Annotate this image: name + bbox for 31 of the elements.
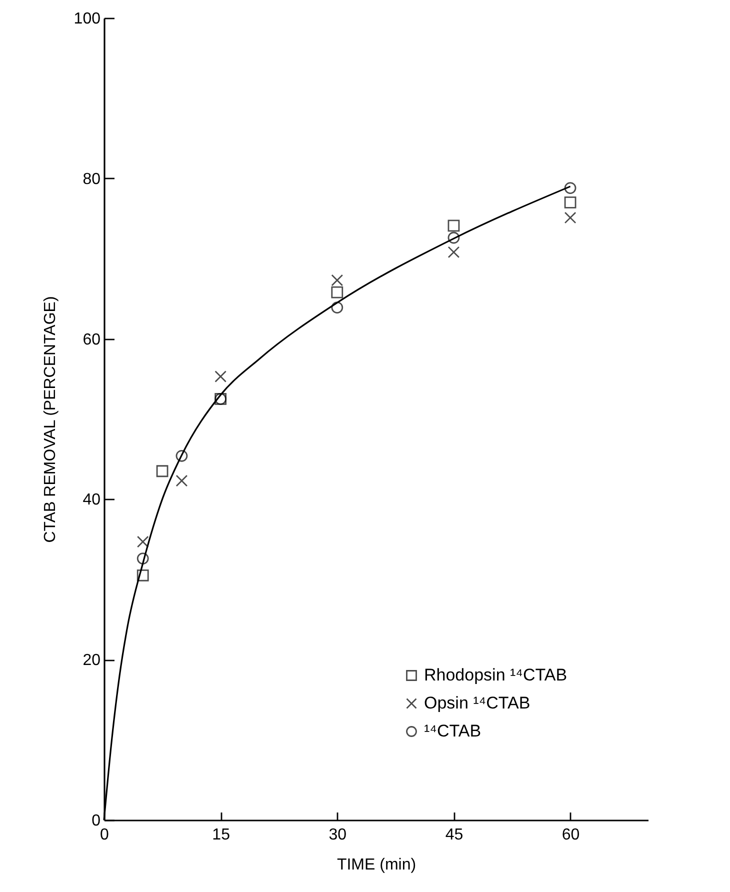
point bbox=[136, 552, 149, 564]
point bbox=[564, 196, 576, 208]
x-tick-label: 30 bbox=[328, 826, 347, 844]
point bbox=[331, 302, 344, 314]
x-tick-label: 15 bbox=[212, 826, 230, 844]
y-tick-label: 0 bbox=[92, 812, 101, 830]
point bbox=[331, 286, 344, 298]
point bbox=[448, 232, 460, 244]
y-axis-title: CTAB REMOVAL (PERCENTAGE) bbox=[42, 296, 59, 543]
x-tick-label: 45 bbox=[445, 826, 464, 844]
legend-label: Opsin ¹⁴CTAB bbox=[424, 694, 530, 712]
point bbox=[448, 246, 460, 258]
y-tick-label: 40 bbox=[82, 492, 101, 509]
x-axis-title: TIME (min) bbox=[336, 856, 416, 874]
y-tick-label: 80 bbox=[82, 170, 101, 188]
point bbox=[176, 474, 188, 487]
y-tick-label: 20 bbox=[82, 652, 101, 670]
point bbox=[156, 465, 168, 478]
y-tick-label: 60 bbox=[82, 331, 101, 348]
point bbox=[564, 212, 576, 224]
point bbox=[448, 220, 460, 232]
y-tick-label: 100 bbox=[74, 10, 101, 28]
point bbox=[214, 370, 227, 382]
x-tick-label: 60 bbox=[562, 826, 580, 844]
point bbox=[136, 569, 149, 582]
point bbox=[176, 450, 188, 462]
point bbox=[564, 182, 576, 194]
point bbox=[331, 274, 344, 286]
point bbox=[136, 536, 149, 548]
legend-label: Rhodopsin ¹⁴CTAB bbox=[424, 666, 568, 684]
legend-label: ¹⁴CTAB bbox=[424, 722, 482, 740]
